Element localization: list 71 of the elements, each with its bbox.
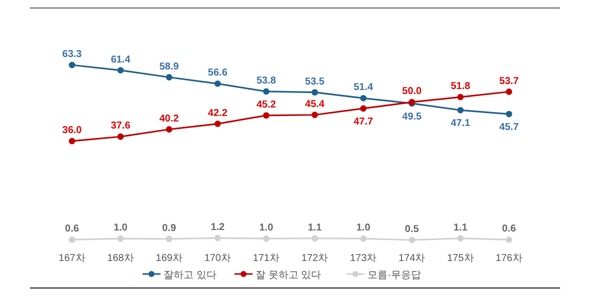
- data-label: 0.9: [162, 222, 176, 234]
- data-label: 53.8: [256, 75, 276, 86]
- data-label: 42.2: [208, 108, 228, 119]
- point: [68, 62, 76, 68]
- data-label: 53.7: [499, 76, 520, 87]
- point: [506, 88, 512, 95]
- data-label: 0.6: [502, 224, 516, 235]
- point: [457, 94, 464, 100]
- point: [68, 236, 76, 243]
- point: [214, 80, 221, 87]
- data-label: 0.5: [404, 224, 420, 235]
- point: [360, 235, 367, 242]
- point: [214, 120, 221, 127]
- data-label: 49.5: [402, 111, 422, 122]
- data-label: 45.7: [499, 122, 520, 134]
- point: [263, 235, 270, 242]
- point: [263, 88, 270, 95]
- data-label: 1.0: [356, 222, 371, 234]
- point: [360, 105, 367, 112]
- data-label: 51.4: [354, 82, 374, 94]
- point: [312, 235, 318, 242]
- point: [312, 112, 318, 118]
- point: [68, 138, 76, 144]
- data-label: 47.1: [450, 118, 471, 130]
- x-tick-label: 172차: [301, 253, 328, 264]
- data-label: 53.5: [305, 76, 325, 88]
- point: [214, 234, 221, 242]
- data-label: 47.7: [354, 116, 374, 128]
- x-tick-label: 168차: [107, 253, 134, 264]
- data-label: 58.9: [159, 61, 180, 72]
- data-label: 37.6: [110, 120, 131, 132]
- data-label: 63.3: [62, 49, 82, 60]
- data-label: 45.4: [305, 98, 325, 110]
- x-tick-label: 169차: [156, 253, 182, 264]
- point: [360, 94, 367, 102]
- point: [117, 67, 124, 74]
- data-label: 45.2: [256, 99, 276, 110]
- data-label: 50.0: [402, 86, 422, 98]
- point: [117, 133, 124, 140]
- point: [408, 236, 416, 244]
- point: [457, 106, 464, 114]
- x-tick-label: 167차: [58, 253, 86, 264]
- x-tick-label: 176차: [496, 253, 522, 264]
- data-label: 51.8: [450, 81, 471, 92]
- data-label: 1.1: [308, 222, 322, 234]
- x-tick-label: 171차: [252, 253, 280, 264]
- point: [506, 236, 512, 243]
- data-label: 56.6: [208, 68, 228, 79]
- x-tick-label: 170차: [204, 253, 232, 264]
- data-label: 36.0: [62, 125, 82, 136]
- data-label: 61.4: [110, 54, 131, 66]
- point: [263, 112, 270, 119]
- data-label: 0.6: [65, 224, 80, 235]
- point: [166, 236, 172, 242]
- data-label: 1.0: [259, 222, 274, 234]
- point: [117, 235, 124, 242]
- x-tick-label: 174차: [398, 253, 426, 264]
- legend-label: 잘 못하고 있다: [256, 270, 322, 281]
- data-label: 1.0: [114, 222, 128, 234]
- data-label: 40.2: [159, 113, 180, 124]
- point: [312, 89, 318, 96]
- point: [166, 126, 172, 133]
- legend-label: 모름·무응답: [368, 270, 421, 281]
- legend-label: 잘하고 있다: [164, 270, 216, 281]
- x-tick-label: 173차: [350, 253, 377, 264]
- point: [457, 235, 464, 242]
- data-label: 1.2: [210, 222, 226, 234]
- data-label: 1.1: [453, 222, 468, 234]
- x-tick-label: 175차: [447, 253, 474, 264]
- point: [506, 110, 512, 118]
- point: [166, 74, 172, 80]
